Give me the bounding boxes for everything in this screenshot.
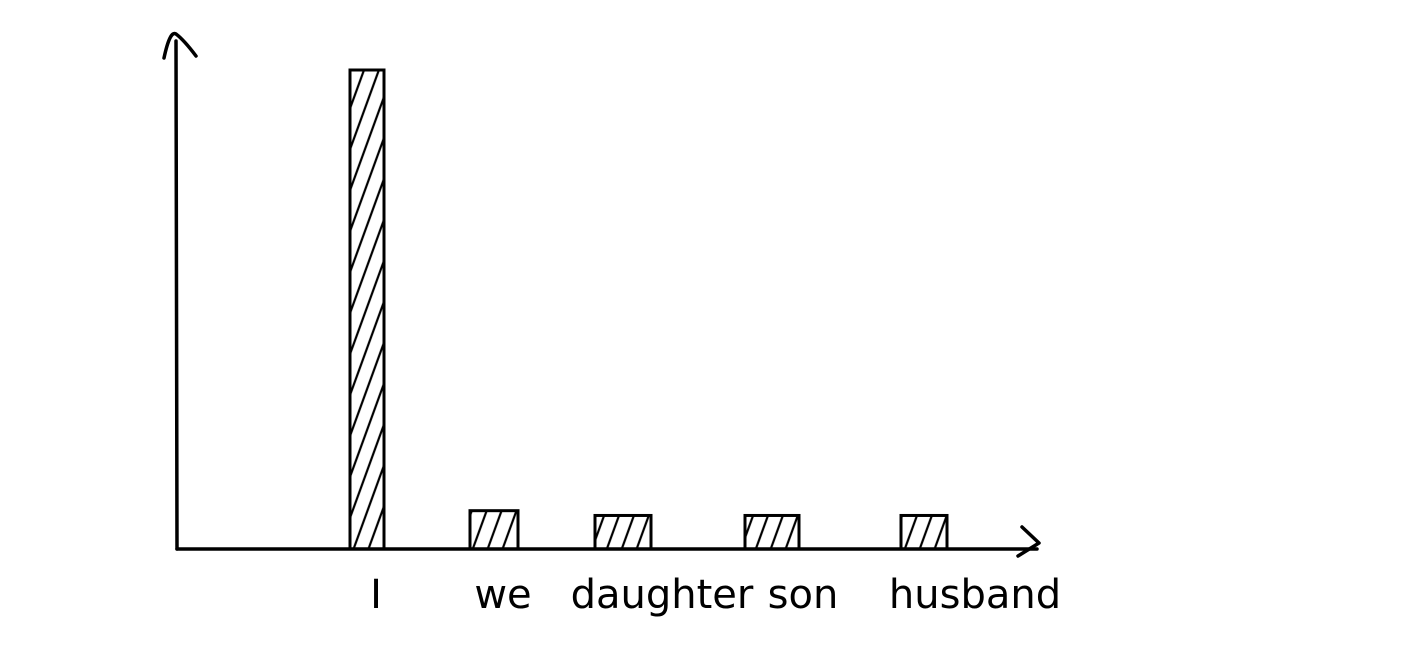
bar-daughter xyxy=(595,515,651,549)
bars xyxy=(350,70,947,549)
category-label-daughter: daughter xyxy=(571,572,754,618)
y-axis-arrowhead-icon xyxy=(164,34,196,59)
category-label-i: I xyxy=(370,572,382,618)
x-axis-arrowhead-icon xyxy=(1018,527,1039,556)
y-axis-line xyxy=(176,41,177,549)
bar-husband xyxy=(901,515,947,549)
category-label-husband: husband xyxy=(889,572,1061,618)
category-label-we: we xyxy=(474,572,531,618)
bar-we xyxy=(470,511,518,549)
axes xyxy=(164,34,1039,557)
bar-son xyxy=(745,515,799,549)
category-label-son: son xyxy=(768,572,839,618)
bar-i xyxy=(350,70,384,549)
